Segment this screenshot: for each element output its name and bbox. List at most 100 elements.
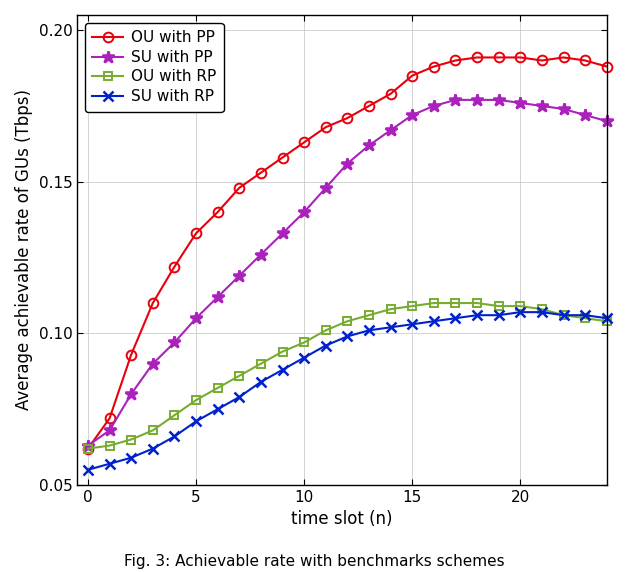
OU with PP [516,54,524,61]
SU with RP [84,466,92,473]
OU with PP [603,63,610,70]
OU with PP [127,351,135,358]
SU with RP [560,312,567,319]
SU with RP [430,318,438,325]
OU with RP [322,327,330,334]
OU with PP [279,154,286,161]
OU with PP [387,90,394,97]
OU with RP [106,442,114,449]
SU with PP [560,106,567,113]
OU with RP [279,348,286,355]
OU with PP [192,230,200,237]
OU with RP [452,300,459,307]
Text: Fig. 3: Achievable rate with benchmarks schemes: Fig. 3: Achievable rate with benchmarks … [124,554,504,569]
SU with PP [387,127,394,134]
SU with RP [322,342,330,349]
OU with PP [257,169,264,176]
Line: SU with RP: SU with RP [83,307,612,475]
SU with RP [279,366,286,373]
SU with RP [408,321,416,328]
SU with RP [106,460,114,467]
OU with RP [538,305,546,312]
SU with PP [214,293,222,300]
SU with PP [516,100,524,106]
Line: OU with RP: OU with RP [84,299,611,453]
OU with PP [300,139,308,146]
OU with RP [365,312,373,319]
SU with RP [452,315,459,321]
SU with PP [127,391,135,398]
Line: SU with PP: SU with PP [82,94,613,452]
SU with PP [106,427,114,434]
SU with RP [474,312,481,319]
SU with PP [171,339,178,346]
OU with PP [430,63,438,70]
SU with RP [127,454,135,461]
OU with PP [474,54,481,61]
SU with PP [279,230,286,237]
SU with PP [430,102,438,109]
SU with PP [257,251,264,258]
OU with RP [344,318,351,325]
SU with PP [149,360,156,367]
OU with RP [257,360,264,367]
SU with RP [214,406,222,412]
Line: OU with PP: OU with PP [83,53,612,454]
SU with PP [582,112,589,118]
SU with PP [344,160,351,167]
OU with RP [516,303,524,309]
SU with PP [495,97,502,104]
SU with RP [582,312,589,319]
OU with RP [408,303,416,309]
OU with PP [582,57,589,64]
X-axis label: time slot (n): time slot (n) [291,510,392,529]
SU with PP [365,142,373,149]
OU with PP [106,415,114,422]
OU with RP [430,300,438,307]
OU with PP [171,263,178,270]
OU with PP [365,102,373,109]
SU with RP [516,309,524,316]
OU with PP [214,209,222,216]
SU with PP [84,442,92,449]
OU with RP [84,445,92,452]
OU with RP [149,427,156,434]
SU with PP [538,102,546,109]
SU with PP [300,209,308,216]
OU with PP [408,72,416,79]
OU with RP [560,312,567,319]
OU with RP [582,315,589,321]
SU with PP [408,112,416,118]
OU with RP [300,339,308,346]
SU with PP [236,272,243,279]
OU with RP [192,396,200,403]
SU with RP [387,324,394,331]
OU with PP [149,300,156,307]
OU with RP [495,303,502,309]
OU with PP [560,54,567,61]
SU with RP [344,333,351,340]
SU with RP [149,445,156,452]
SU with RP [495,312,502,319]
OU with RP [474,300,481,307]
OU with PP [495,54,502,61]
Legend: OU with PP, SU with PP, OU with RP, SU with RP: OU with PP, SU with PP, OU with RP, SU w… [85,23,224,112]
OU with RP [603,318,610,325]
SU with RP [257,379,264,386]
OU with RP [214,384,222,391]
OU with PP [538,57,546,64]
SU with RP [603,315,610,321]
OU with PP [236,184,243,191]
OU with RP [127,436,135,443]
SU with PP [452,97,459,104]
OU with PP [344,114,351,121]
OU with PP [84,445,92,452]
OU with PP [322,124,330,130]
SU with RP [192,418,200,425]
SU with RP [300,354,308,361]
SU with PP [192,315,200,321]
SU with PP [603,118,610,125]
OU with RP [387,305,394,312]
OU with PP [452,57,459,64]
OU with RP [171,412,178,419]
